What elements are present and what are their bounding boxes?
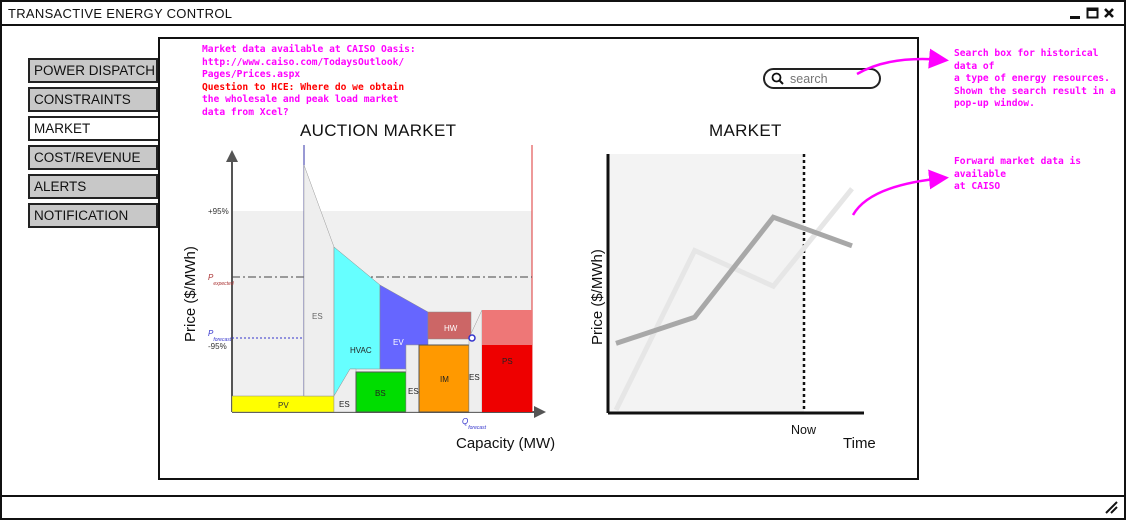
block-es-1 [303, 164, 335, 397]
window-title: TRANSACTIVE ENERGY CONTROL [8, 6, 233, 21]
market-x-axis-label: Time [843, 435, 876, 452]
label-es-3: ES [408, 387, 419, 396]
p-expected-sub: expected [213, 281, 234, 287]
p-forecast-symbol: P [208, 329, 214, 338]
label-hw: HW [444, 324, 458, 333]
market-chart-title: MARKET [709, 121, 782, 140]
note-line: Question to HCE: Where do we obtain [202, 82, 416, 95]
sidebar-item-power-dispatch[interactable]: POWER DISPATCH [28, 58, 158, 83]
q-forecast-symbol: Q [462, 417, 468, 426]
forward-note-arrow [851, 169, 949, 216]
block-ps [482, 345, 532, 412]
close-icon[interactable] [1102, 4, 1116, 22]
search-note-arrow [856, 48, 949, 76]
note-line: data from Xcel? [202, 106, 289, 118]
auction-market-chart: +95% -95% Pexpected Pforecast Qforecast … [208, 145, 546, 431]
search-note: Search box for historical data of a type… [954, 48, 1126, 111]
search-box[interactable] [763, 68, 881, 89]
label-es-2: ES [339, 400, 350, 409]
sidebar-item-constraints[interactable]: CONSTRAINTS [28, 87, 158, 112]
marker-minus-95: -95% [208, 342, 227, 351]
search-icon [771, 72, 784, 85]
label-ps: PS [502, 357, 513, 366]
q-forecast-sub: forecast [468, 425, 486, 431]
sidebar-item-cost-revenue[interactable]: COST/REVENUE [28, 145, 158, 170]
now-marker-label: Now [791, 423, 817, 437]
note-line: pop-up window. [954, 98, 1035, 109]
label-bs: BS [375, 389, 386, 398]
question-text: Question to HCE: Where do we obtain [202, 81, 405, 93]
block-hvac [333, 246, 381, 397]
p-expected-symbol: P [208, 273, 214, 282]
p-forecast-label: Pforecast [208, 329, 232, 343]
note-line: Search box for historical data of [954, 48, 1099, 72]
auction-x-axis-label: Capacity (MW) [456, 435, 556, 452]
block-hw [427, 311, 472, 340]
market-data-note: Market data available at CAISO Oasis: ht… [202, 44, 416, 119]
status-bar-divider [2, 495, 1124, 497]
x-axis-arrow-icon [534, 406, 546, 418]
minimize-icon[interactable] [1068, 4, 1082, 22]
label-hvac: HVAC [350, 346, 372, 355]
clearing-point [468, 334, 476, 342]
label-es-1: ES [312, 312, 323, 321]
marker-plus-95: +95% [208, 207, 229, 216]
note-line: Pages/Prices.aspx [202, 69, 301, 80]
p-forecast-sub: forecast [213, 337, 231, 343]
title-bar: TRANSACTIVE ENERGY CONTROL [2, 2, 1124, 26]
note-line: a type of energy resources. [954, 73, 1110, 84]
search-input[interactable] [788, 70, 872, 87]
note-line: at CAISO [954, 181, 1001, 192]
resize-grip-icon[interactable] [1104, 500, 1118, 514]
label-pv: PV [278, 401, 289, 410]
window-controls [1068, 4, 1116, 22]
maximize-icon[interactable] [1085, 4, 1099, 22]
block-es-3 [405, 344, 420, 413]
sidebar-item-market[interactable]: MARKET [28, 116, 162, 141]
sidebar-item-notification[interactable]: NOTIFICATION [28, 203, 158, 228]
note-line: http://www.caiso.com/TodaysOutlook/ [202, 56, 405, 68]
label-es-4: ES [469, 373, 480, 382]
q-forecast-label: Qforecast [462, 417, 487, 431]
note-line: Shown the search result in a [954, 85, 1116, 97]
label-im: IM [440, 375, 449, 384]
market-series-1 [615, 214, 853, 346]
auction-chart-title: AUCTION MARKET [300, 121, 457, 140]
p-expected-label: Pexpected [208, 273, 234, 287]
label-ev: EV [393, 338, 404, 347]
block-ps-upper [482, 310, 532, 345]
market-line-chart: Now [606, 154, 864, 437]
y-axis-arrow-icon [226, 150, 238, 162]
sidebar-nav: POWER DISPATCH CONSTRAINTS MARKET COST/REVE… [28, 58, 162, 232]
note-line: Forward market data is available [954, 156, 1082, 180]
note-line: the wholesale and peak load market [202, 94, 399, 105]
note-line: Market data available at CAISO Oasis: [202, 44, 416, 55]
forward-market-note: Forward market data is available at CAIS… [954, 156, 1126, 194]
sidebar-item-alerts[interactable]: ALERTS [28, 174, 158, 199]
